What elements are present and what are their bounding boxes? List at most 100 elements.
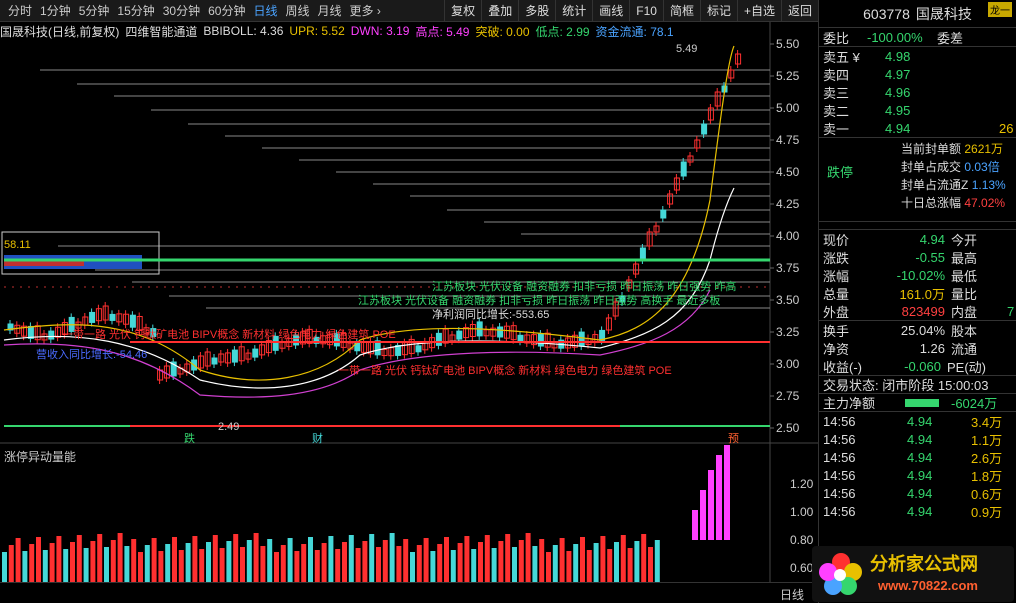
period-tab[interactable]: 5分钟: [78, 4, 110, 18]
candle-body: [680, 161, 687, 177]
stock-title[interactable]: 国晟科技(日线,前复权): [0, 24, 120, 39]
stat-label: 收益(-): [823, 359, 862, 375]
breakout-value: 突破: 0.00: [475, 24, 530, 39]
toolbar-button[interactable]: 统计: [555, 0, 592, 21]
stat-label: 涨幅: [823, 268, 850, 284]
volume-bar: [124, 546, 130, 582]
candle-body: [728, 69, 735, 79]
expand-toggle[interactable]: [819, 221, 1016, 229]
period-tab[interactable]: 30分钟: [162, 4, 201, 18]
middle-curve: [3, 187, 735, 389]
volume-bar: [104, 547, 109, 582]
bbiboll-value: BBIBOLL: 4.36: [203, 24, 284, 38]
die-marker: 跌: [184, 431, 195, 445]
candle-body: [619, 295, 626, 303]
volume-bar: [505, 534, 511, 582]
price-tick: 3.00: [776, 357, 800, 371]
seal-label: 十日总涨幅: [901, 196, 962, 210]
flower-icon: [819, 553, 862, 595]
candle-body: [687, 155, 694, 163]
volume-bar: [185, 543, 191, 582]
volume-bar: [552, 545, 558, 582]
low-value: 低点: 2.99: [535, 24, 590, 39]
candle-body: [34, 325, 41, 341]
volume-bar: [396, 546, 402, 582]
candle-body: [469, 324, 476, 338]
toolbar-button[interactable]: 简框: [662, 0, 700, 21]
candle-body: [490, 327, 497, 337]
kline-chart[interactable]: 5.50 5.25 5.00 4.75 4.50 4.25 4.00 3.75 3.50 3.25…: [0, 22, 818, 582]
period-label[interactable]: 日线: [779, 588, 804, 602]
volume-bar: [287, 538, 293, 582]
candle-body: [340, 332, 347, 348]
volume-bar: [586, 550, 592, 582]
toolbar-button[interactable]: +自选: [736, 0, 781, 21]
volume-bar: [648, 547, 653, 582]
low-mark: 2.49: [218, 421, 239, 433]
stat-label-2: 最高: [951, 250, 978, 266]
candle-body: [252, 348, 259, 358]
candle-body: [510, 325, 517, 341]
stat-label-2: PE(动): [946, 359, 986, 375]
candle-body: [61, 322, 68, 336]
volume-bar: [342, 542, 347, 582]
high-mark: 5.49: [676, 43, 697, 55]
stat-row: 净资 1.26 流通: [819, 339, 1016, 357]
volume-bar: [49, 543, 55, 582]
period-tab[interactable]: 月线: [317, 4, 342, 18]
toolbar-button[interactable]: 叠加: [481, 0, 518, 21]
sell-price: 4.98: [885, 48, 911, 64]
stat-value: 161.0万: [899, 286, 945, 302]
candle-body: [612, 301, 619, 317]
toolbar-button[interactable]: 返回: [780, 0, 818, 21]
candle-body: [707, 107, 714, 121]
candle-body: [238, 346, 245, 362]
candle-body: [293, 334, 300, 346]
toolbar-button[interactable]: F10: [629, 0, 663, 21]
period-tab[interactable]: 15分钟: [117, 4, 155, 18]
volume-bar: [566, 551, 572, 582]
candle-body: [170, 361, 177, 377]
period-tab[interactable]: 1分钟: [40, 4, 71, 18]
candle-body: [435, 332, 442, 346]
period-tab[interactable]: 日线: [253, 4, 278, 18]
period-tab[interactable]: 分时: [8, 4, 33, 18]
toolbar-button[interactable]: 标记: [699, 0, 737, 21]
volume-bar: [29, 544, 35, 582]
toolbar-button[interactable]: 画线: [592, 0, 629, 21]
tick-price: 4.94: [907, 431, 933, 447]
candle-body: [225, 352, 232, 364]
volume-bar: [294, 551, 300, 582]
period-tab[interactable]: 60分钟: [208, 4, 246, 18]
limit-block: 跌停 当前封单额 2621万 封单占成交 0.03倍 封单占流通Z 1.13% 十日总…: [819, 137, 1016, 221]
candle-body: [503, 325, 510, 339]
toolbar-button[interactable]: 复权: [444, 0, 481, 21]
period-tab[interactable]: 更多 ›: [349, 4, 381, 18]
stat-label-2: 内盘: [951, 304, 978, 320]
support-lines: [4, 69, 770, 309]
date-axis-bar: 日线: [0, 582, 818, 603]
sector-tags-1: 江苏板块 光伏设备 融资融券 扣非亏损 昨日振荡 昨日强势 昨高: [432, 279, 736, 293]
candle-body: [313, 336, 320, 344]
volume-bar: [410, 552, 415, 582]
volume-bar: [362, 541, 368, 582]
stat-label: 换手: [823, 323, 850, 339]
tick-price: 4.94: [907, 485, 933, 501]
toolbar-button[interactable]: 多股: [518, 0, 555, 21]
candle-body: [408, 338, 415, 354]
price-tick: 4.25: [776, 197, 800, 211]
tick-row: 14:56 4.94 1.1万: [819, 430, 1016, 448]
concept-tags-2: 一带一路 光伏 钙钛矿电池 BIPV概念 新材料 绿色电力 绿色建筑 POE: [338, 363, 672, 377]
seal-value: 2621万: [964, 142, 1004, 156]
indicator-name[interactable]: 四维智能通道: [125, 24, 198, 39]
tick-price: 4.94: [907, 503, 933, 519]
stat-value: 1.26: [919, 340, 945, 356]
price-tick: 4.00: [776, 229, 800, 243]
stat-label: 外盘: [823, 304, 850, 320]
limit-volume-bar: [724, 445, 730, 540]
sub-indicator-title[interactable]: 涨停异动量能: [4, 450, 77, 464]
period-tab[interactable]: 周线: [285, 4, 310, 18]
sell-orders: 卖五 ¥ 4.98 卖四 4.97 卖三 4.96 卖二 4.95 卖一 4.94 26: [819, 46, 1016, 137]
volume-bar: [614, 542, 619, 582]
tick-list: 14:56 4.94 3.4万 14:56 4.94 1.1万 14:56 4.94 2.6万 1…: [819, 411, 1016, 520]
